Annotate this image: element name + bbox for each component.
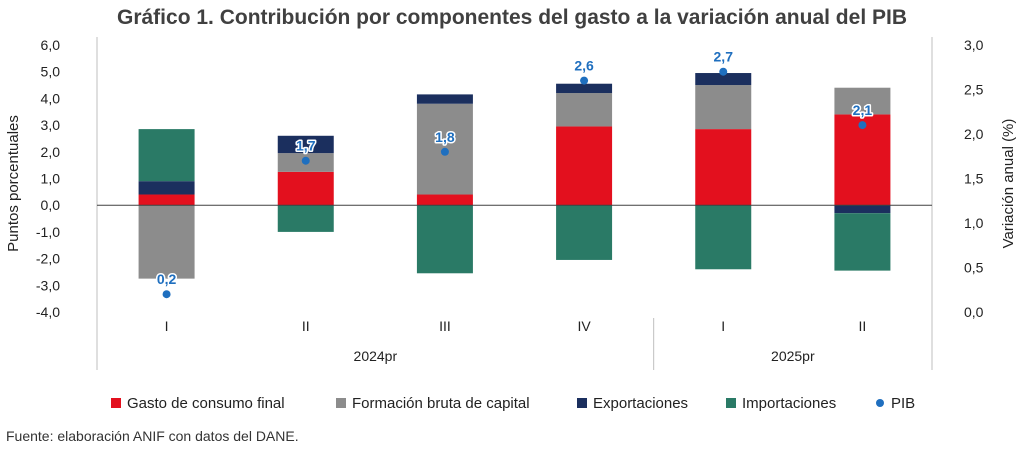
- bar-segment: [695, 129, 752, 206]
- bar-segment: [416, 205, 473, 274]
- y-axis-label: Puntos porcentuales: [5, 115, 22, 252]
- y-tick-label: 2,0: [41, 144, 61, 160]
- bar-segment: [556, 93, 613, 127]
- bar-segment: [695, 85, 752, 130]
- bar-segment: [556, 83, 613, 94]
- legend-label: Gasto de consumo final: [127, 395, 285, 412]
- y-tick-label: -1,0: [36, 224, 60, 240]
- y2-tick-label: 1,5: [964, 171, 984, 187]
- bar-segment: [416, 94, 473, 104]
- pib-data-label: 0,2: [157, 271, 177, 287]
- pib-point: [719, 67, 728, 76]
- y-tick-label: 5,0: [41, 64, 61, 80]
- bar-segment: [834, 87, 891, 115]
- y2-tick-label: 1,0: [964, 215, 984, 231]
- y-tick-label: -3,0: [36, 277, 60, 293]
- bar-segment: [834, 114, 891, 206]
- legend-swatch: [577, 398, 587, 408]
- legend-label: Exportaciones: [593, 395, 688, 412]
- bar-segment: [138, 194, 195, 206]
- pib-point: [301, 156, 310, 165]
- bar-segment: [834, 205, 891, 214]
- y-tick-label: 6,0: [41, 37, 61, 53]
- bar-segment: [277, 205, 334, 232]
- bar-segment: [695, 205, 752, 270]
- legend-swatch: [726, 398, 736, 408]
- bar-segment: [138, 129, 195, 182]
- x-tick-label: I: [721, 318, 725, 334]
- y2-tick-label: 3,0: [964, 37, 984, 53]
- legend: Gasto de consumo final Formación bruta de…: [111, 395, 915, 412]
- x-group-label: 2025pr: [771, 348, 815, 364]
- x-tick-label: II: [859, 318, 867, 334]
- pib-data-label: 1,8: [435, 129, 455, 145]
- y2-tick-label: 2,5: [964, 82, 984, 98]
- pib-data-label: 1,7: [296, 138, 316, 154]
- source-note: Fuente: elaboración ANIF con datos del D…: [6, 428, 299, 444]
- bar-segment: [277, 171, 334, 206]
- y-tick-label: 3,0: [41, 117, 61, 133]
- pib-point: [162, 290, 171, 299]
- bar-segment: [556, 126, 613, 206]
- pib-point: [858, 121, 867, 130]
- pib-point: [440, 147, 449, 156]
- pib-data-label: 2,7: [714, 49, 734, 65]
- y-tick-label: 0,0: [41, 197, 61, 213]
- x-tick-label: III: [439, 318, 451, 334]
- y2-tick-label: 2,0: [964, 126, 984, 142]
- y-tick-label: 4,0: [41, 90, 61, 106]
- legend-swatch: [111, 398, 121, 408]
- bar-segment: [138, 181, 195, 195]
- bar-segment: [416, 194, 473, 206]
- pib-point: [580, 76, 589, 85]
- chart-title: Gráfico 1. Contribución por componentes …: [117, 6, 907, 29]
- legend-label: Importaciones: [742, 395, 836, 412]
- legend-label: Formación bruta de capital: [352, 395, 530, 412]
- legend-swatch: [336, 398, 346, 408]
- legend-label: PIB: [891, 395, 915, 412]
- x-tick-label: II: [302, 318, 310, 334]
- y2-axis-label: Variación anual (%): [1000, 119, 1017, 249]
- pib-data-label: 2,1: [853, 102, 873, 118]
- chart: Gráfico 1. Contribución por componentes …: [5, 6, 1017, 412]
- bar-segment: [277, 135, 334, 154]
- y-tick-label: 1,0: [41, 171, 61, 187]
- pib-data-label: 2,6: [574, 58, 594, 74]
- x-group-label: 2024pr: [354, 348, 398, 364]
- y2-tick-label: 0,0: [964, 304, 984, 320]
- x-tick-label: I: [165, 318, 169, 334]
- bar-segment: [556, 205, 613, 260]
- bar-segment: [695, 73, 752, 86]
- bar-segment: [138, 205, 195, 279]
- y2-tick-label: 0,5: [964, 260, 984, 276]
- y-tick-label: -2,0: [36, 251, 60, 267]
- legend-swatch: [876, 399, 884, 407]
- y-tick-label: -4,0: [36, 304, 60, 320]
- x-tick-label: IV: [577, 318, 591, 334]
- plot-area: 6,0 5,0 4,0 3,0 2,0 1,0 0,0 -1,0 -2,0 -3,0 -4,0 3,0…: [36, 37, 984, 370]
- bar-segment: [834, 213, 891, 271]
